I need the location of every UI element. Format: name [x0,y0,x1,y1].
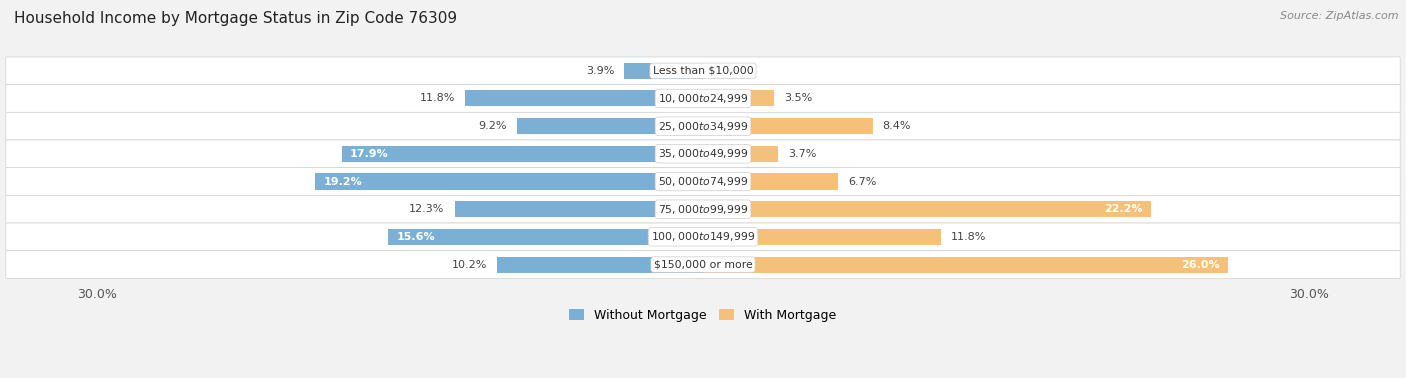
Text: 26.0%: 26.0% [1181,260,1220,270]
Text: Household Income by Mortgage Status in Zip Code 76309: Household Income by Mortgage Status in Z… [14,11,457,26]
Text: 11.8%: 11.8% [952,232,987,242]
Bar [703,257,1227,273]
Text: 11.8%: 11.8% [419,93,454,104]
Text: $50,000 to $74,999: $50,000 to $74,999 [658,175,748,188]
Text: 12.3%: 12.3% [409,204,444,214]
Text: 3.9%: 3.9% [586,66,614,76]
Bar [703,174,838,189]
Bar [465,90,703,107]
Text: 9.2%: 9.2% [478,121,508,131]
FancyBboxPatch shape [6,57,1400,85]
Bar [388,229,703,245]
Bar [517,118,703,134]
FancyBboxPatch shape [6,140,1400,168]
Bar [703,229,941,245]
Text: 0.0%: 0.0% [713,66,741,76]
Bar [703,201,1152,217]
Text: Source: ZipAtlas.com: Source: ZipAtlas.com [1281,11,1399,21]
Text: $25,000 to $34,999: $25,000 to $34,999 [658,120,748,133]
Text: $75,000 to $99,999: $75,000 to $99,999 [658,203,748,216]
Text: 19.2%: 19.2% [323,177,363,186]
Bar [703,90,773,107]
Bar [703,146,778,162]
Text: $150,000 or more: $150,000 or more [654,260,752,270]
Text: 15.6%: 15.6% [396,232,434,242]
FancyBboxPatch shape [6,168,1400,195]
Text: 22.2%: 22.2% [1104,204,1143,214]
Text: $35,000 to $49,999: $35,000 to $49,999 [658,147,748,160]
Bar [703,118,873,134]
Bar [342,146,703,162]
Text: 6.7%: 6.7% [848,177,877,186]
Bar [454,201,703,217]
Text: $100,000 to $149,999: $100,000 to $149,999 [651,230,755,243]
FancyBboxPatch shape [6,112,1400,140]
FancyBboxPatch shape [6,251,1400,278]
FancyBboxPatch shape [6,223,1400,251]
Text: 3.7%: 3.7% [787,149,815,159]
Bar [624,63,703,79]
Text: $10,000 to $24,999: $10,000 to $24,999 [658,92,748,105]
Text: Less than $10,000: Less than $10,000 [652,66,754,76]
Text: 8.4%: 8.4% [883,121,911,131]
FancyBboxPatch shape [6,85,1400,112]
Text: 3.5%: 3.5% [783,93,813,104]
FancyBboxPatch shape [6,195,1400,223]
Bar [315,174,703,189]
Bar [498,257,703,273]
Text: 17.9%: 17.9% [350,149,388,159]
Legend: Without Mortgage, With Mortgage: Without Mortgage, With Mortgage [564,304,842,327]
Text: 10.2%: 10.2% [451,260,486,270]
